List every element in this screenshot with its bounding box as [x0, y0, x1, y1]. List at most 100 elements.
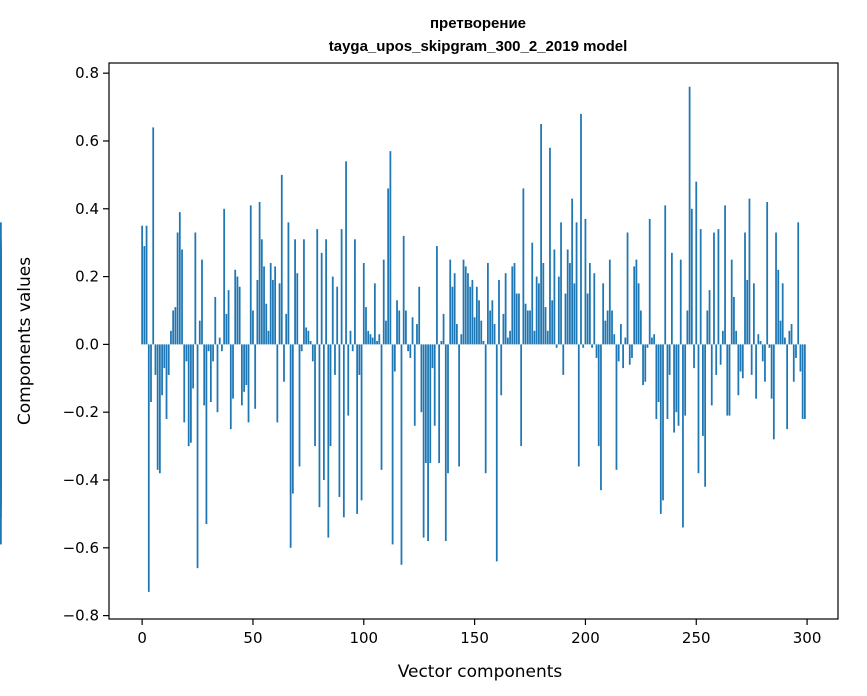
bar — [378, 334, 381, 345]
bar — [577, 344, 580, 467]
bar — [659, 344, 662, 514]
bar — [746, 279, 749, 345]
bar — [715, 344, 718, 375]
bar — [744, 232, 746, 345]
bar — [803, 344, 806, 419]
bar — [566, 249, 569, 345]
bar — [509, 330, 511, 345]
bar — [311, 344, 314, 362]
bar — [327, 344, 330, 538]
bar — [469, 286, 472, 345]
bar — [385, 320, 387, 345]
bar — [254, 344, 257, 409]
bar — [529, 310, 531, 345]
bar — [156, 344, 159, 470]
bar — [460, 334, 463, 345]
bar — [753, 283, 755, 345]
bar — [710, 344, 713, 406]
bar — [673, 344, 675, 433]
bar — [387, 188, 390, 345]
y-tick-label: 0.6 — [75, 132, 99, 150]
bar — [287, 222, 290, 345]
bar — [699, 229, 702, 345]
bar — [258, 202, 261, 345]
x-tick-label: 0 — [137, 629, 147, 647]
bar — [644, 344, 647, 382]
bar — [167, 344, 170, 375]
bar — [575, 222, 578, 345]
bar — [495, 344, 498, 562]
y-tick-label: 0.0 — [75, 335, 99, 353]
bar — [358, 344, 361, 375]
bar — [234, 269, 237, 345]
bar — [158, 344, 161, 474]
bar — [440, 341, 443, 345]
bar — [482, 341, 485, 345]
bar — [455, 324, 458, 345]
bar — [405, 310, 407, 345]
bar — [748, 198, 751, 345]
bar — [232, 344, 234, 399]
bar — [573, 283, 576, 345]
bar — [161, 344, 163, 396]
y-tick-label: −0.8 — [63, 607, 99, 625]
bar — [207, 344, 210, 352]
bar — [351, 344, 354, 352]
bar — [356, 344, 359, 514]
bar — [467, 273, 469, 345]
bar — [240, 344, 243, 406]
bar — [755, 344, 757, 399]
bar — [267, 330, 270, 345]
bar — [526, 310, 529, 345]
bar — [786, 344, 789, 430]
bar — [790, 324, 793, 345]
bar — [695, 181, 698, 345]
bar — [546, 330, 549, 345]
bar — [154, 344, 157, 375]
bar — [325, 239, 327, 345]
bar — [424, 344, 427, 464]
bar — [797, 222, 800, 345]
bar — [345, 161, 347, 345]
bar — [693, 344, 695, 369]
bar — [307, 330, 310, 345]
bar — [165, 344, 168, 419]
bar — [449, 259, 452, 345]
bar — [615, 344, 618, 470]
bar — [688, 86, 691, 345]
bar — [584, 218, 587, 345]
bar — [761, 344, 764, 362]
bar — [801, 344, 804, 419]
bar — [214, 296, 217, 345]
bar — [639, 310, 642, 345]
bar — [178, 212, 181, 345]
bar — [278, 283, 281, 345]
bar — [338, 344, 341, 497]
bar — [183, 344, 186, 423]
bar — [480, 320, 483, 345]
bar — [229, 344, 232, 430]
bar — [726, 344, 729, 416]
bar — [247, 344, 250, 423]
bar — [624, 337, 627, 345]
bar — [336, 286, 339, 345]
bar — [238, 286, 241, 345]
bar — [181, 249, 183, 345]
bar — [626, 232, 629, 345]
bar — [409, 344, 412, 358]
bar — [354, 239, 356, 345]
bar — [429, 344, 432, 464]
bar — [690, 208, 693, 345]
bar — [0, 344, 2, 358]
bar — [580, 113, 582, 345]
bar — [764, 344, 766, 382]
bar — [174, 307, 177, 345]
x-tick-label: 250 — [682, 629, 711, 647]
bar — [389, 151, 392, 345]
bar — [252, 310, 254, 345]
bar — [622, 344, 624, 369]
x-axis-label: Vector components — [398, 662, 563, 682]
bar — [595, 344, 598, 358]
bar — [684, 344, 687, 416]
bar — [422, 344, 425, 538]
